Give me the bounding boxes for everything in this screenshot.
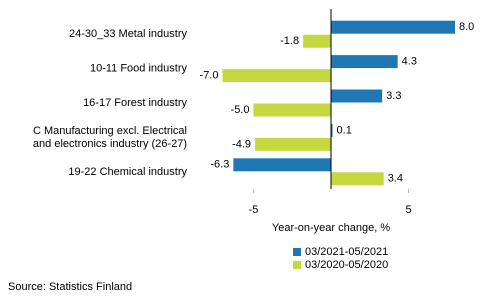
x-tick-label: 5 [405, 204, 411, 216]
value-label: -7.0 [200, 70, 219, 82]
bar [233, 158, 331, 172]
bar [331, 89, 383, 103]
bar [222, 69, 331, 83]
value-label: 3.4 [388, 173, 403, 185]
value-label: -5.0 [231, 104, 250, 116]
bar [331, 172, 384, 186]
legend-label: 03/2020-05/2020 [305, 259, 388, 271]
bar [255, 137, 331, 151]
value-label: -6.3 [210, 159, 229, 171]
value-label: -1.8 [280, 35, 299, 47]
value-label: 4.3 [402, 56, 417, 68]
y-tick-label: 19-22 Chemical industry [68, 166, 187, 178]
bar [303, 34, 331, 48]
y-tick-label: 24-30_33 Metal industry [69, 28, 188, 40]
x-tick-label: -5 [249, 204, 259, 216]
bar [253, 103, 331, 117]
value-label: -4.9 [232, 138, 251, 150]
bar [331, 55, 398, 69]
bar [331, 123, 333, 137]
x-axis-label: Year-on-year change, % [272, 222, 390, 234]
legend-label: 03/2021-05/2021 [305, 246, 388, 258]
value-label: 0.1 [337, 124, 352, 136]
bar [331, 20, 455, 34]
legend-swatch [293, 261, 301, 269]
y-tick-label: 10-11 Food industry [90, 63, 188, 75]
value-label: 8.0 [459, 21, 474, 33]
legend-swatch [293, 248, 301, 256]
y-tick-label: 16-17 Forest industry [83, 97, 187, 109]
value-label: 3.3 [386, 90, 401, 102]
y-tick-label: C Manufacturing excl. Electrical and elec… [33, 125, 187, 150]
source: Source: Statistics Finland [8, 281, 132, 293]
